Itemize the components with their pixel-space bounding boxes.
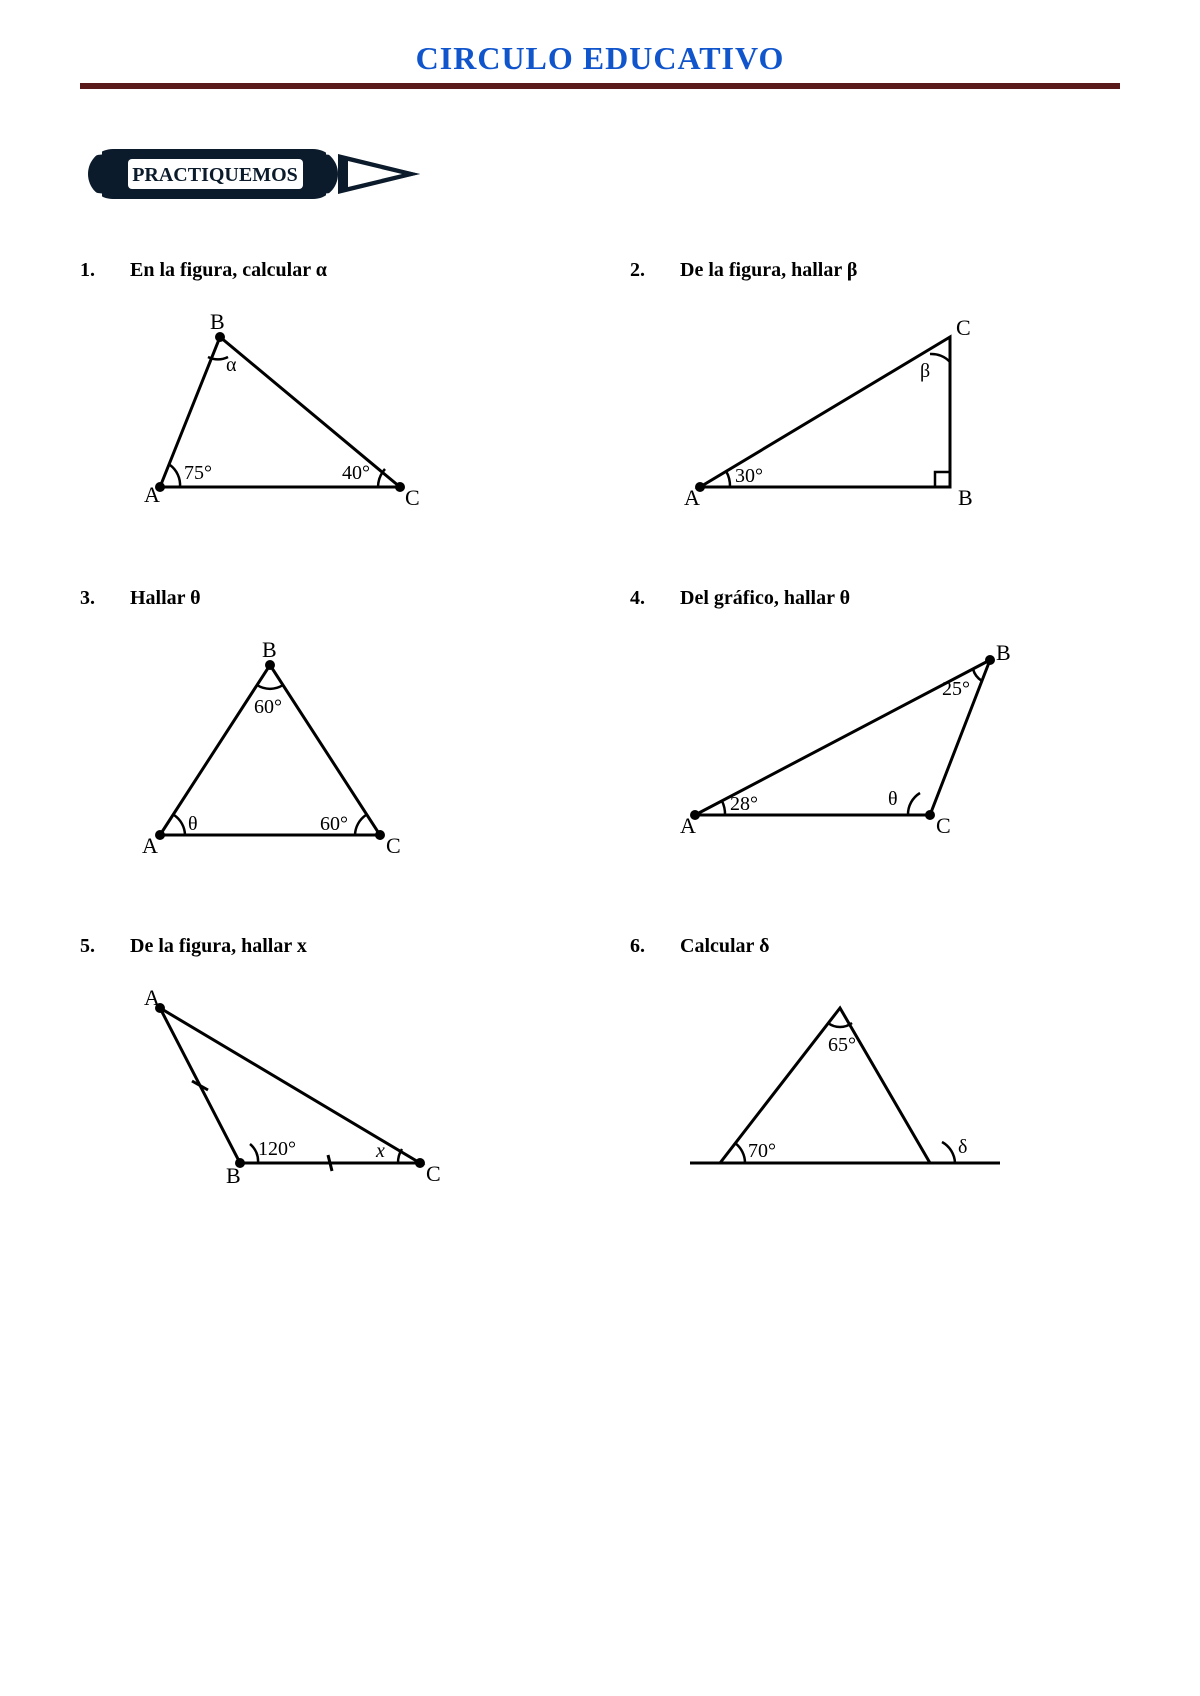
svg-text:θ: θ [188,813,198,835]
figure-2: A B C 30° β [680,307,1120,517]
svg-text:C: C [405,485,420,510]
problems-grid: 1. En la figura, calcular α A [80,259,1120,1193]
svg-text:A: A [684,485,700,510]
problem-text: Hallar θ [130,587,570,610]
svg-text:B: B [210,309,225,334]
figure-1: A B C 75° α 40° [130,307,570,517]
svg-text:A: A [142,833,158,858]
svg-text:x: x [375,1140,385,1162]
svg-text:C: C [426,1161,441,1186]
problem-number: 5. [80,935,130,958]
svg-text:40°: 40° [342,462,370,484]
problem-number: 6. [630,935,680,958]
svg-text:120°: 120° [258,1138,296,1160]
svg-text:65°: 65° [828,1034,856,1056]
problem-text: Del gráfico, hallar θ [680,587,1120,610]
svg-text:70°: 70° [748,1140,776,1162]
svg-text:25°: 25° [942,678,970,700]
svg-text:60°: 60° [254,696,282,718]
svg-text:C: C [956,315,971,340]
svg-text:A: A [144,985,160,1010]
problem-number: 4. [630,587,680,610]
page-header: CIRCULO EDUCATIVO [80,40,1120,77]
header-rule [80,83,1120,89]
svg-text:30°: 30° [735,465,763,487]
svg-text:δ: δ [958,1136,967,1158]
banner-icon: PRACTIQUEMOS [80,139,440,209]
problem-text: En la figura, calcular α [130,259,570,282]
problem-6: 6. Calcular δ 65° 70° δ [630,935,1120,1193]
svg-text:B: B [958,485,973,510]
figure-3: A B C θ 60° 60° [130,635,570,865]
figure-5: A B C 120° x [130,983,570,1193]
svg-text:B: B [996,640,1011,665]
page-title: CIRCULO EDUCATIVO [80,40,1120,77]
banner-label: PRACTIQUEMOS [132,164,298,186]
problem-3: 3. Hallar θ A B C [80,587,570,865]
problem-text: De la figura, hallar x [130,935,570,958]
problem-1: 1. En la figura, calcular α A [80,259,570,517]
problem-text: Calcular δ [680,935,1120,958]
svg-text:75°: 75° [184,462,212,484]
problem-4: 4. Del gráfico, hallar θ A B [630,587,1120,865]
problem-5: 5. De la figura, hallar x [80,935,570,1193]
svg-text:α: α [226,354,237,376]
svg-text:A: A [144,482,160,507]
svg-text:A: A [680,813,696,838]
svg-text:B: B [262,637,277,662]
svg-text:B: B [226,1163,241,1188]
banner: PRACTIQUEMOS [80,139,1120,209]
problem-number: 3. [80,587,130,610]
svg-text:C: C [936,813,951,838]
problem-text: De la figura, hallar β [680,259,1120,282]
svg-text:θ: θ [888,788,898,810]
svg-text:C: C [386,833,401,858]
svg-text:28°: 28° [730,793,758,815]
svg-text:60°: 60° [320,813,348,835]
problem-number: 2. [630,259,680,282]
problem-2: 2. De la figura, hallar β A B C [630,259,1120,517]
figure-6: 65° 70° δ [680,983,1120,1193]
problem-number: 1. [80,259,130,282]
figure-4: A B C 28° 25° θ [680,635,1120,845]
svg-text:β: β [920,360,930,382]
